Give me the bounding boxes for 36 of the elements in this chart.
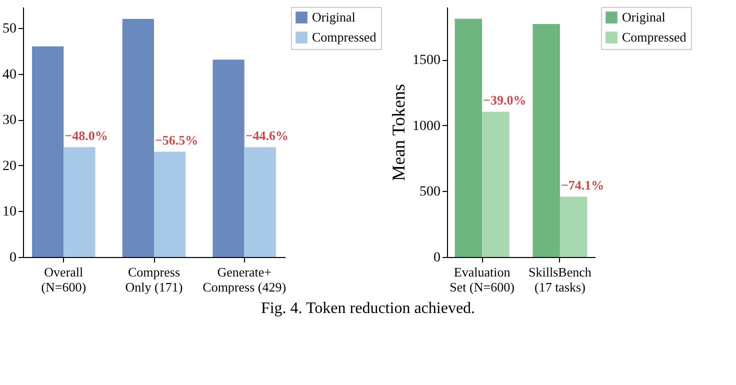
x-tick-label: Overall (N=600) xyxy=(41,264,86,294)
bar xyxy=(244,147,276,257)
bar xyxy=(122,18,154,257)
annotation: −74.1% xyxy=(560,178,604,193)
y-tick-label: 30 xyxy=(2,113,16,128)
y-tick-label: 0 xyxy=(10,250,16,266)
bar xyxy=(482,112,510,257)
annotation: −39.0% xyxy=(483,92,526,108)
y-tick-label: 1000 xyxy=(412,118,440,134)
legend-label: Original xyxy=(622,10,666,24)
x-tick-label: Generate+ Compress (429) xyxy=(202,264,286,294)
legend-label: Compressed xyxy=(622,30,687,44)
y-tick-label: 0 xyxy=(434,250,440,266)
bar xyxy=(532,24,560,257)
bar xyxy=(32,46,64,257)
x-tick-label: Evaluation Set (N=600) xyxy=(450,264,514,294)
legend-label: Compressed xyxy=(312,30,377,44)
bar xyxy=(560,196,588,257)
legend-label: Original xyxy=(312,10,356,24)
bar xyxy=(64,147,96,257)
annotation: −48.0% xyxy=(64,128,108,144)
x-tick-label: Compress Only (171) xyxy=(125,264,183,294)
y-axis-title: Mean Tokens xyxy=(388,84,408,181)
caption: Fig. 4. Token reduction achieved. xyxy=(260,300,476,318)
y-tick-label: 40 xyxy=(2,67,16,82)
y-tick-label: 1500 xyxy=(412,53,440,68)
annotation: −56.5% xyxy=(155,132,198,148)
y-tick-label: 20 xyxy=(2,158,16,174)
annotation: −44.6% xyxy=(245,128,289,144)
y-tick-label: 50 xyxy=(2,22,16,37)
bar xyxy=(212,60,244,257)
bar xyxy=(154,152,186,257)
bar xyxy=(454,18,482,257)
y-tick-label: 500 xyxy=(420,184,440,200)
y-tick-label: 10 xyxy=(2,204,16,220)
x-tick-label: SkillsBench (17 tasks) xyxy=(528,264,592,294)
